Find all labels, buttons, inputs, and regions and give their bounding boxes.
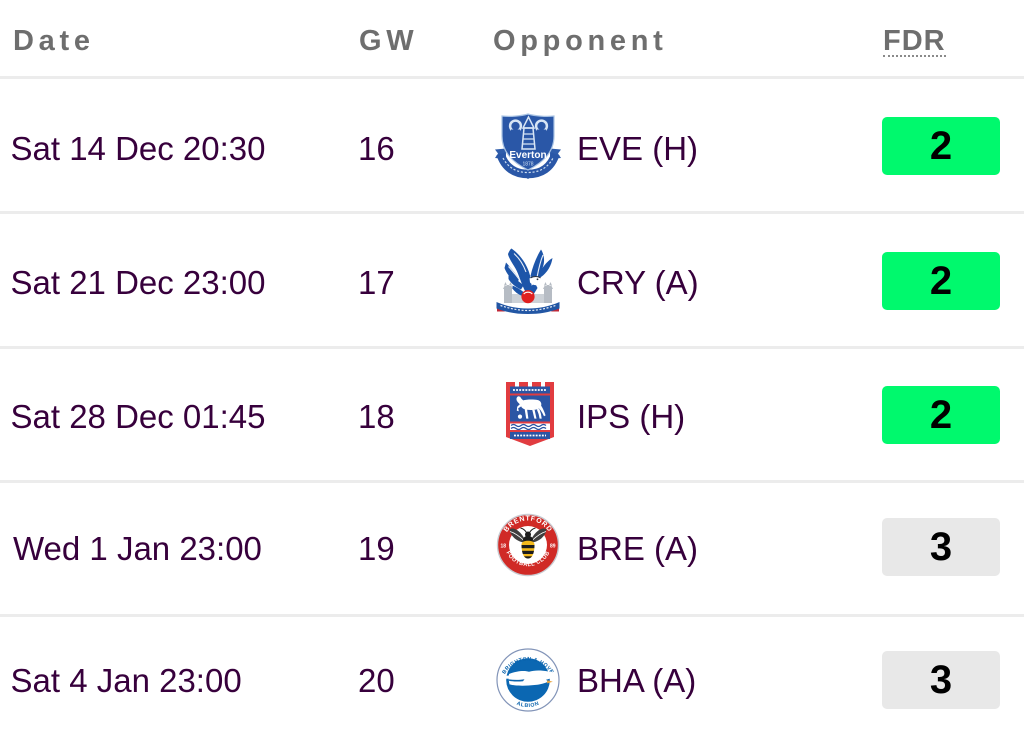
svg-text:Everton: Everton [509, 150, 546, 161]
svg-text:18: 18 [501, 544, 507, 550]
svg-text:1878: 1878 [522, 162, 533, 168]
svg-text:ALBION: ALBION [516, 701, 541, 709]
svg-text:89: 89 [550, 544, 556, 550]
